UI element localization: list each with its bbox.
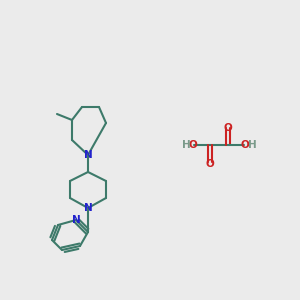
- Text: O: O: [189, 140, 197, 150]
- Text: H: H: [248, 140, 256, 150]
- Text: N: N: [72, 215, 80, 225]
- Text: O: O: [206, 159, 214, 169]
- Text: N: N: [84, 150, 92, 160]
- Text: O: O: [224, 123, 232, 133]
- Text: N: N: [84, 203, 92, 213]
- Text: H: H: [182, 140, 190, 150]
- Text: O: O: [241, 140, 249, 150]
